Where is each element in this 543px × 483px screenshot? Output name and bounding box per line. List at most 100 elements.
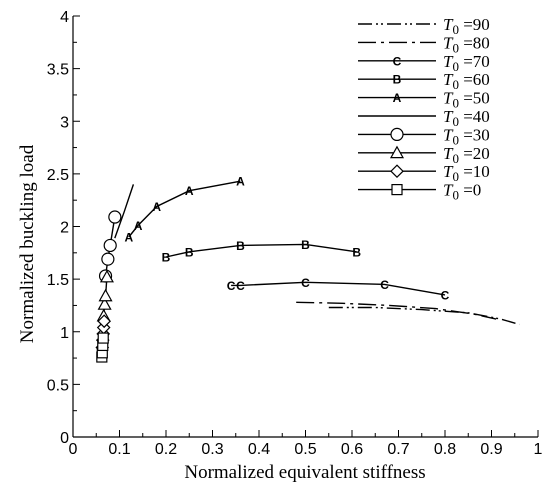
legend-subscript: 0 <box>452 114 459 129</box>
y-tick-label: 0.5 <box>47 377 69 394</box>
x-tick-label: 0.3 <box>201 441 223 458</box>
y-tick-label: 0 <box>60 430 69 447</box>
legend-subscript: 0 <box>452 59 459 74</box>
x-tick-label: 0.2 <box>155 441 177 458</box>
y-axis-label: Normalized buckling load <box>17 144 38 343</box>
legend-label-0: T0 =90 <box>443 15 490 37</box>
legend-label-5: T0 =40 <box>443 107 490 129</box>
legend-marker-7 <box>389 145 405 159</box>
y-tick-label: 2 <box>60 220 69 237</box>
x-tick-label: 1 <box>534 441 543 458</box>
legend-subscript: 0 <box>452 96 459 111</box>
data-point-2-3: C <box>380 278 389 292</box>
legend-value: =70 <box>459 52 490 71</box>
legend-label-8: T0 =10 <box>443 162 490 184</box>
series-line-2 <box>231 281 446 296</box>
data-point-8-4 <box>97 314 112 329</box>
x-tick-label: 0.1 <box>108 441 130 458</box>
series-line-3 <box>165 243 357 258</box>
legend-subscript: 0 <box>452 40 459 55</box>
legend-marker-6 <box>390 127 404 141</box>
data-point-4-1: A <box>134 219 143 233</box>
y-tick-label: 1 <box>60 325 69 342</box>
y-tick-label: 2.5 <box>47 167 69 184</box>
series-line-4 <box>128 180 241 238</box>
legend-value: =50 <box>459 89 490 108</box>
x-tick-label: 0.5 <box>294 441 316 458</box>
legend-symbol: T <box>443 70 454 89</box>
legend-symbol: T <box>443 181 454 200</box>
legend-marker-9 <box>391 184 403 196</box>
data-point-3-2: B <box>236 239 245 253</box>
legend-label-4: T0 =50 <box>443 89 490 111</box>
data-point-3-1: B <box>185 245 194 259</box>
data-point-7-2 <box>98 288 113 302</box>
legend-value: =20 <box>459 144 490 163</box>
data-point-4-0: A <box>124 231 133 245</box>
legend-value: =60 <box>459 70 490 89</box>
data-point-4-3: A <box>185 184 194 198</box>
series-line-5 <box>114 184 135 239</box>
x-tick-label: 0.9 <box>480 441 502 458</box>
legend-symbol: T <box>443 125 454 144</box>
legend-value: =90 <box>459 15 490 34</box>
series-line-6 <box>104 216 116 277</box>
data-point-6-3 <box>108 210 122 224</box>
legend-value: =40 <box>459 107 490 126</box>
series-line-0 <box>328 306 520 326</box>
legend-symbol: T <box>443 107 454 126</box>
x-tick-label: 0 <box>69 441 78 458</box>
data-point-2-1: C <box>236 279 245 293</box>
legend-label-7: T0 =20 <box>443 144 490 166</box>
x-tick-label: 0.8 <box>434 441 456 458</box>
data-point-4-2: A <box>152 200 161 214</box>
legend-marker-2: C <box>393 54 402 68</box>
y-tick-label: 4 <box>60 9 69 26</box>
legend-subscript: 0 <box>452 132 459 147</box>
data-point-3-3: B <box>301 238 310 252</box>
legend-marker-8 <box>390 164 404 179</box>
legend-symbol: T <box>443 15 454 34</box>
legend-value: =30 <box>459 125 490 144</box>
x-axis-label: Normalized equivalent stiffness <box>184 462 425 483</box>
y-tick-label: 3.5 <box>47 62 69 79</box>
y-tick-label: 3 <box>60 114 69 131</box>
data-point-7-1 <box>97 297 112 310</box>
legend-subscript: 0 <box>452 188 459 203</box>
legend-symbol: T <box>443 162 454 181</box>
axes: 0 0.1 0.2 0.3 0.4 0.5 0.6 0.7 0.8 0.9 1 0 0.5 1 1.5 2 2.… <box>47 9 543 458</box>
data-point-2-4: C <box>441 288 450 302</box>
legend-symbol: T <box>443 144 454 163</box>
data-point-3-4: B <box>352 245 361 259</box>
legend-value: =0 <box>459 181 481 200</box>
data-point-3-0: B <box>162 251 171 265</box>
data-point-9-3 <box>97 332 109 344</box>
legend-symbol: T <box>443 89 454 108</box>
legend-label-2: T0 =70 <box>443 52 490 74</box>
legend-value: =80 <box>459 33 490 52</box>
y-tick-label: 1.5 <box>47 272 69 289</box>
data-point-7-3 <box>99 269 114 283</box>
legend-subscript: 0 <box>452 22 459 37</box>
legend-label-9: T0 =0 <box>443 181 481 203</box>
data-point-2-2: C <box>301 276 310 290</box>
legend-marker-3: B <box>393 73 402 87</box>
data-point-6-2 <box>103 238 117 253</box>
legend-subscript: 0 <box>452 151 459 166</box>
data-point-4-4: A <box>236 175 245 189</box>
legend-symbol: T <box>443 52 454 71</box>
legend-value: =10 <box>459 162 490 181</box>
legend-label-1: T0 =80 <box>443 33 490 55</box>
legend-label-6: T0 =30 <box>443 125 490 147</box>
plot-lines <box>101 180 520 358</box>
legend-subscript: 0 <box>452 77 459 92</box>
legend-subscript: 0 <box>452 169 459 184</box>
x-tick-label: 0.4 <box>248 441 270 458</box>
legend-label-3: T0 =60 <box>443 70 490 92</box>
legend-symbol: T <box>443 33 454 52</box>
x-tick-label: 0.6 <box>341 441 363 458</box>
data-point-6-1 <box>101 252 115 266</box>
